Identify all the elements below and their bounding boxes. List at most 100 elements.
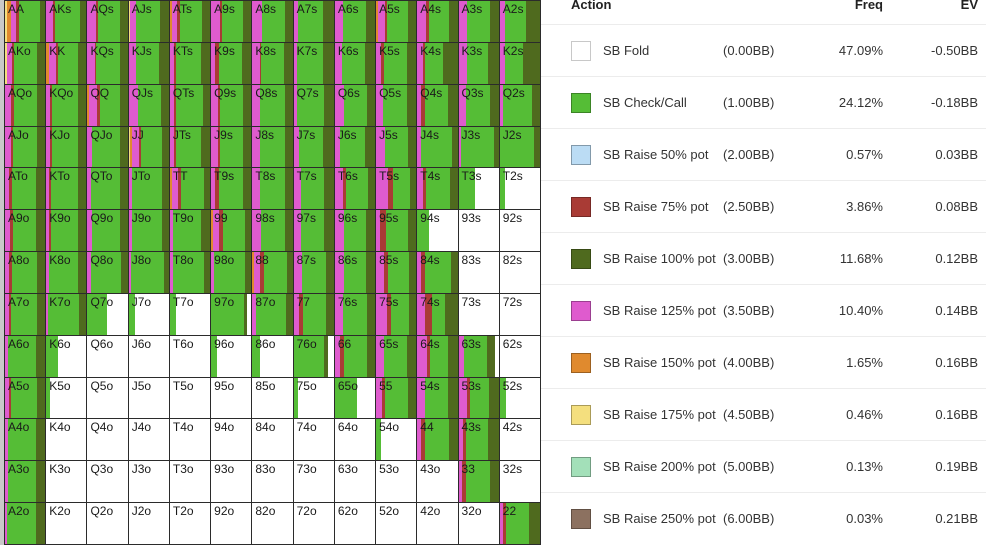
hand-cell-K5o[interactable]: K5o	[46, 377, 88, 420]
hand-cell-ATs[interactable]: ATs	[169, 1, 212, 43]
hand-cell-J3s[interactable]: J3s	[458, 126, 500, 169]
hand-cell-Q2o[interactable]: Q2o	[87, 503, 129, 545]
hand-cell-Q9s[interactable]: Q9s	[211, 84, 253, 127]
hand-cell-T8s[interactable]: T8s	[252, 168, 294, 211]
hand-cell-97o[interactable]: 97o	[211, 293, 253, 336]
hand-cell-42o[interactable]: 42o	[417, 503, 459, 545]
hand-cell-94o[interactable]: 94o	[211, 419, 253, 462]
hand-cell-83s[interactable]: 83s	[458, 252, 500, 294]
hand-cell-J2s[interactable]: J2s	[499, 126, 541, 169]
hand-cell-J4s[interactable]: J4s	[417, 126, 459, 169]
hand-cell-J8o[interactable]: J8o	[128, 252, 170, 294]
hand-cell-A2o[interactable]: A2o	[5, 503, 47, 545]
hand-cell-62o[interactable]: 62o	[334, 503, 377, 545]
hand-cell-K9s[interactable]: K9s	[211, 42, 253, 85]
hand-cell-92o[interactable]: 92o	[211, 503, 253, 545]
hand-cell-63s[interactable]: 63s	[458, 335, 500, 378]
hand-cell-QTs[interactable]: QTs	[169, 84, 212, 127]
hand-cell-Q4s[interactable]: Q4s	[417, 84, 459, 127]
legend-row-R150[interactable]: SB Raise 150% pot (4.00BB) 1.65% 0.16BB	[541, 336, 986, 388]
hand-cell-K4s[interactable]: K4s	[417, 42, 459, 85]
hand-cell-96s[interactable]: 96s	[334, 210, 377, 253]
hand-cell-K3o[interactable]: K3o	[46, 461, 88, 504]
hand-cell-84o[interactable]: 84o	[252, 419, 294, 462]
hand-cell-J9o[interactable]: J9o	[128, 210, 170, 253]
hand-cell-KK[interactable]: KK	[46, 42, 88, 85]
hand-cell-T5o[interactable]: T5o	[169, 377, 212, 420]
hand-cell-Q2s[interactable]: Q2s	[499, 84, 541, 127]
hand-cell-Q3s[interactable]: Q3s	[458, 84, 500, 127]
hand-cell-A9o[interactable]: A9o	[5, 210, 47, 253]
hand-cell-Q6o[interactable]: Q6o	[87, 335, 129, 378]
hand-cell-J5o[interactable]: J5o	[128, 377, 170, 420]
legend-row-R250[interactable]: SB Raise 250% pot (6.00BB) 0.03% 0.21BB	[541, 492, 986, 544]
hand-cell-QTo[interactable]: QTo	[87, 168, 129, 211]
hand-cell-T3s[interactable]: T3s	[458, 168, 500, 211]
hand-cell-Q7o[interactable]: Q7o	[87, 293, 129, 336]
hand-cell-K3s[interactable]: K3s	[458, 42, 500, 85]
hand-cell-QJs[interactable]: QJs	[128, 84, 170, 127]
hand-cell-T8o[interactable]: T8o	[169, 252, 212, 294]
hand-cell-A2s[interactable]: A2s	[499, 1, 541, 43]
hand-cell-76s[interactable]: 76s	[334, 293, 377, 336]
hand-cell-87o[interactable]: 87o	[252, 293, 294, 336]
hand-cell-A6o[interactable]: A6o	[5, 335, 47, 378]
hand-cell-73o[interactable]: 73o	[293, 461, 335, 504]
hand-cell-KQs[interactable]: KQs	[87, 42, 129, 85]
hand-cell-K5s[interactable]: K5s	[376, 42, 418, 85]
hand-cell-T2s[interactable]: T2s	[499, 168, 541, 211]
hand-cell-32s[interactable]: 32s	[499, 461, 541, 504]
hand-cell-T5s[interactable]: T5s	[376, 168, 418, 211]
hand-cell-AQo[interactable]: AQo	[5, 84, 47, 127]
hand-cell-K4o[interactable]: K4o	[46, 419, 88, 462]
hand-cell-A8o[interactable]: A8o	[5, 252, 47, 294]
hand-cell-64o[interactable]: 64o	[334, 419, 377, 462]
hand-cell-65o[interactable]: 65o	[334, 377, 377, 420]
hand-cell-J4o[interactable]: J4o	[128, 419, 170, 462]
hand-cell-JJ[interactable]: JJ	[128, 126, 170, 169]
hand-cell-J7o[interactable]: J7o	[128, 293, 170, 336]
hand-cell-82s[interactable]: 82s	[499, 252, 541, 294]
hand-cell-84s[interactable]: 84s	[417, 252, 459, 294]
hand-cell-T6o[interactable]: T6o	[169, 335, 212, 378]
hand-cell-KTs[interactable]: KTs	[169, 42, 212, 85]
hand-cell-AQs[interactable]: AQs	[87, 1, 129, 43]
hand-cell-32o[interactable]: 32o	[458, 503, 500, 545]
hand-cell-A4s[interactable]: A4s	[417, 1, 459, 43]
legend-row-R50[interactable]: SB Raise 50% pot (2.00BB) 0.57% 0.03BB	[541, 128, 986, 180]
hand-cell-KJo[interactable]: KJo	[46, 126, 88, 169]
hand-cell-K6s[interactable]: K6s	[334, 42, 377, 85]
hand-cell-A3s[interactable]: A3s	[458, 1, 500, 43]
hand-cell-82o[interactable]: 82o	[252, 503, 294, 545]
hand-cell-72o[interactable]: 72o	[293, 503, 335, 545]
hand-cell-A3o[interactable]: A3o	[5, 461, 47, 504]
hand-cell-75o[interactable]: 75o	[293, 377, 335, 420]
hand-cell-Q8s[interactable]: Q8s	[252, 84, 294, 127]
hand-cell-42s[interactable]: 42s	[499, 419, 541, 462]
hand-cell-98s[interactable]: 98s	[252, 210, 294, 253]
hand-cell-74o[interactable]: 74o	[293, 419, 335, 462]
hand-cell-KJs[interactable]: KJs	[128, 42, 170, 85]
legend-row-C[interactable]: SB Check/Call (1.00BB) 24.12% -0.18BB	[541, 76, 986, 128]
hand-cell-AKs[interactable]: AKs	[46, 1, 88, 43]
hand-cell-K2o[interactable]: K2o	[46, 503, 88, 545]
hand-cell-J5s[interactable]: J5s	[376, 126, 418, 169]
hand-cell-96o[interactable]: 96o	[211, 335, 253, 378]
hand-cell-T4o[interactable]: T4o	[169, 419, 212, 462]
hand-cell-74s[interactable]: 74s	[417, 293, 459, 336]
hand-cell-J6s[interactable]: J6s	[334, 126, 377, 169]
hand-cell-KQo[interactable]: KQo	[46, 84, 88, 127]
hand-cell-Q6s[interactable]: Q6s	[334, 84, 377, 127]
hand-cell-66[interactable]: 66	[334, 335, 377, 378]
hand-cell-52s[interactable]: 52s	[499, 377, 541, 420]
hand-cell-93o[interactable]: 93o	[211, 461, 253, 504]
hand-cell-T9s[interactable]: T9s	[211, 168, 253, 211]
hand-cell-J8s[interactable]: J8s	[252, 126, 294, 169]
hand-cell-72s[interactable]: 72s	[499, 293, 541, 336]
hand-cell-86s[interactable]: 86s	[334, 252, 377, 294]
hand-cell-Q9o[interactable]: Q9o	[87, 210, 129, 253]
hand-cell-52o[interactable]: 52o	[376, 503, 418, 545]
hand-cell-64s[interactable]: 64s	[417, 335, 459, 378]
hand-cell-QJo[interactable]: QJo	[87, 126, 129, 169]
hand-cell-92s[interactable]: 92s	[499, 210, 541, 253]
